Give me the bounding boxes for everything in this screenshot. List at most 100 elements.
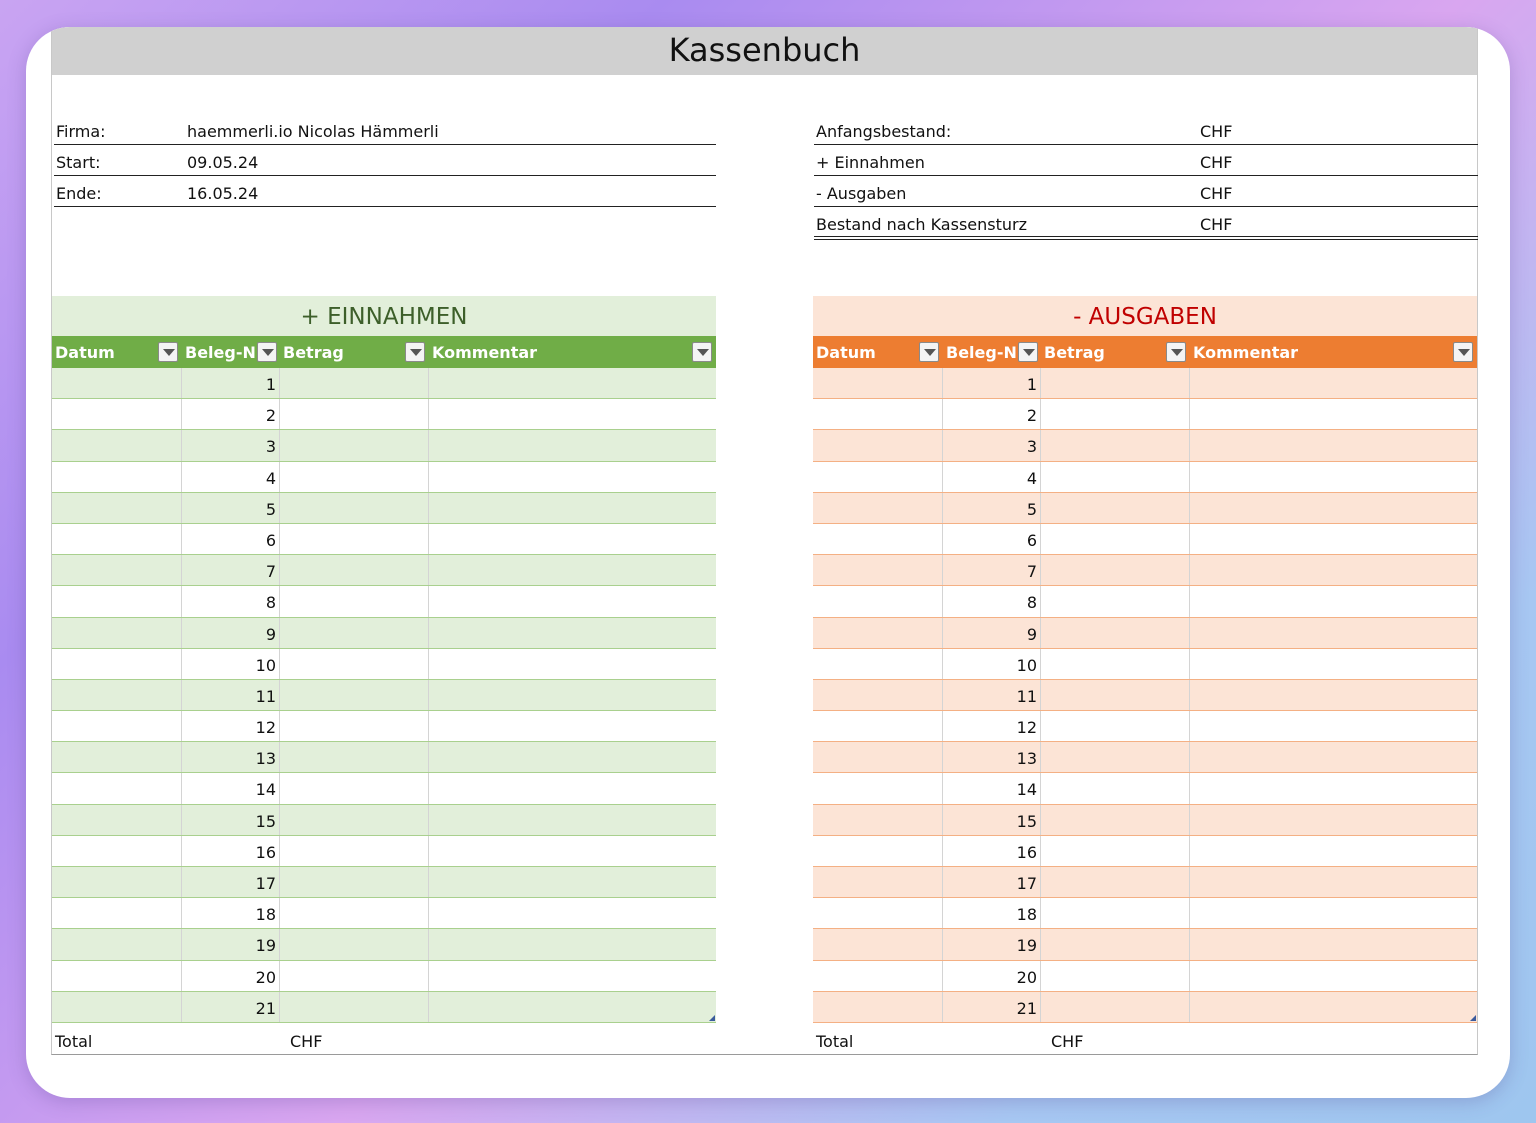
table-row[interactable]: 19 [813,929,1477,961]
cell-beleg[interactable] [943,835,1041,866]
cell-kommentar[interactable] [1190,618,1477,648]
cell-kommentar[interactable] [429,618,716,648]
info-start[interactable]: Start: 09.05.24 [54,145,716,176]
cell-kommentar[interactable] [1190,430,1477,460]
cell-datum[interactable] [813,555,943,586]
cell-kommentar[interactable] [1190,961,1477,991]
cell-kommentar[interactable] [429,961,716,991]
table-row[interactable]: 5 [813,492,1477,524]
cell-kommentar[interactable] [1190,836,1477,866]
cell-kommentar[interactable] [429,430,716,460]
table-row[interactable]: 18 [813,898,1477,930]
table-row[interactable]: 8 [813,586,1477,618]
cell-datum[interactable] [52,617,182,648]
cell-betrag[interactable] [1041,929,1190,960]
cell-kommentar[interactable] [429,992,716,1022]
cell-datum[interactable] [813,399,943,430]
filter-dropdown-icon[interactable] [257,342,277,362]
table-row[interactable]: 18 [52,898,716,930]
cell-kommentar[interactable] [1190,493,1477,523]
column-header-beleg[interactable]: Beleg-Nr [943,336,1021,368]
cell-kommentar[interactable] [1190,867,1477,897]
cell-betrag[interactable] [1041,430,1190,461]
cell-kommentar[interactable] [429,586,716,616]
cell-datum[interactable] [813,586,943,617]
cell-beleg[interactable] [943,492,1041,523]
column-header-beleg[interactable]: Beleg-Nr [182,336,260,368]
cell-datum[interactable] [52,586,182,617]
cell-beleg[interactable] [182,523,280,555]
table-row[interactable]: 19 [52,929,716,961]
cell-beleg[interactable] [182,679,280,711]
cell-beleg[interactable] [182,648,280,679]
table-row[interactable]: 15 [813,804,1477,836]
cell-betrag[interactable] [1041,461,1190,492]
cell-betrag[interactable] [1041,555,1190,586]
cell-datum[interactable] [52,430,182,461]
cell-datum[interactable] [52,773,182,804]
cell-betrag[interactable] [280,523,429,555]
cell-beleg[interactable] [943,742,1041,773]
table-row[interactable]: 10 [52,648,716,680]
cell-beleg[interactable] [943,399,1041,430]
cell-kommentar[interactable] [1190,462,1477,492]
cell-datum[interactable] [813,711,943,742]
table-row[interactable]: 11 [813,679,1477,712]
cell-beleg[interactable] [182,711,280,742]
cell-betrag[interactable] [280,648,429,679]
cell-datum[interactable] [813,898,943,929]
cell-betrag[interactable] [1041,960,1190,991]
filter-dropdown-icon[interactable] [1453,342,1473,362]
cell-kommentar[interactable] [429,462,716,492]
cell-datum[interactable] [813,960,943,991]
cell-betrag[interactable] [1041,368,1190,399]
cell-beleg[interactable] [943,648,1041,679]
cell-beleg[interactable] [182,368,280,399]
cell-datum[interactable] [813,368,943,399]
cell-betrag[interactable] [280,835,429,866]
cell-kommentar[interactable] [429,649,716,679]
cell-kommentar[interactable] [1190,898,1477,928]
table-row[interactable]: 1 [52,368,716,400]
cell-beleg[interactable] [943,711,1041,742]
cell-kommentar[interactable] [1190,680,1477,710]
table-row[interactable]: 12 [52,711,716,743]
cell-kommentar[interactable] [1190,586,1477,616]
info-ende[interactable]: Ende: 16.05.24 [54,176,716,207]
cell-betrag[interactable] [1041,804,1190,835]
cell-kommentar[interactable] [429,805,716,835]
cell-beleg[interactable] [943,867,1041,898]
cell-datum[interactable] [52,835,182,866]
table-row[interactable]: 21 [52,991,716,1023]
cell-datum[interactable] [813,461,943,492]
cell-datum[interactable] [813,867,943,898]
cell-betrag[interactable] [280,960,429,991]
cell-beleg[interactable] [182,991,280,1022]
cell-beleg[interactable] [943,523,1041,555]
resize-handle-icon[interactable] [709,1014,715,1021]
cell-kommentar[interactable] [429,680,716,710]
table-row[interactable]: 10 [813,648,1477,680]
table-row[interactable]: 4 [52,461,716,493]
cell-datum[interactable] [52,742,182,773]
cell-datum[interactable] [52,711,182,742]
cell-betrag[interactable] [1041,648,1190,679]
column-header-betrag[interactable]: Betrag [280,336,404,368]
cell-kommentar[interactable] [429,898,716,928]
column-header-betrag[interactable]: Betrag [1041,336,1165,368]
cell-datum[interactable] [52,867,182,898]
cell-betrag[interactable] [280,898,429,929]
column-header-datum[interactable]: Datum [52,336,182,368]
cell-beleg[interactable] [182,898,280,929]
filter-dropdown-icon[interactable] [919,342,939,362]
cell-betrag[interactable] [280,804,429,835]
cell-beleg[interactable] [182,399,280,430]
cell-kommentar[interactable] [429,524,716,554]
cell-betrag[interactable] [1041,898,1190,929]
cell-datum[interactable] [813,804,943,835]
table-row[interactable]: 7 [52,555,716,587]
cell-beleg[interactable] [943,586,1041,617]
cell-kommentar[interactable] [1190,711,1477,741]
info-firma[interactable]: Firma: haemmerli.io Nicolas Hämmerli [54,114,716,145]
cell-kommentar[interactable] [1190,555,1477,585]
